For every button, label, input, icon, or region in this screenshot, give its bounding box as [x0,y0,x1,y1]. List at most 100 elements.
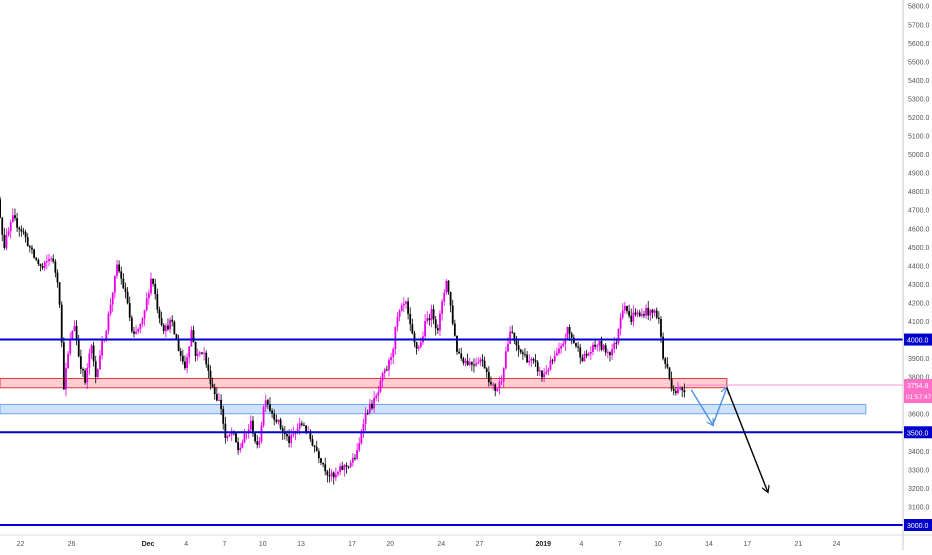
candle-body-296 [617,328,620,343]
candle-body-285 [594,344,596,347]
level-tag-3000.0: 3000.0 [904,519,932,531]
candle-body-225 [466,360,469,365]
candle-body-111 [224,423,227,438]
candle-body-132 [269,404,271,411]
candle-body-299 [623,305,626,311]
candle-body-163 [334,474,337,478]
candle-body-96 [192,330,195,343]
candle-body-203 [419,342,422,347]
y-tick-label: 4200.0 [908,300,930,307]
candle-body-288 [600,340,603,350]
candle-body-49 [92,345,95,362]
candle-body-229 [475,363,477,366]
candle-body-189 [390,357,392,360]
level-tag-4000.0: 4000.0 [904,333,932,346]
candle-body-162 [332,472,335,478]
candle-body-174 [358,443,361,451]
candle-body-82 [162,325,165,332]
candle-body-154 [315,446,318,452]
candle-body-287 [598,340,601,346]
candle-body-5 [0,199,1,218]
candle-body-316 [660,318,662,337]
candle-body-289 [602,345,605,350]
candle-body-94 [188,346,191,358]
candle-body-23 [37,259,40,265]
candle-body-255 [530,359,533,361]
candle-body-191 [394,326,397,350]
candle-body-31 [54,261,57,273]
time-axis[interactable]: 22 26 Dec 4 7 10 13 17 20 24 27 2019 4 7 10 14 17 21 24 [17,541,841,548]
y-tick-label: 3400.0 [908,449,930,456]
candle-body-314 [655,310,658,318]
x-tick-label: 2019 [535,541,551,548]
candle-body-128 [260,425,263,442]
candle-body-247 [513,332,516,341]
y-tick-label: 5000.0 [908,152,930,159]
candle-body-179 [368,403,371,413]
candle-body-230 [477,362,480,364]
candle-body-73 [143,310,146,319]
candle-body-81 [160,318,163,326]
candle-body-41 [75,325,78,340]
current-price-tag: 3754.8 01:57:47 [904,379,932,404]
candle-body-256 [532,359,535,361]
candle-body-116 [235,433,237,443]
candle-body-60 [116,264,118,276]
candle-body-302 [630,315,633,322]
y-tick-label: 3200.0 [908,486,930,493]
candle-body-240 [498,381,501,389]
candle-body-76 [150,278,152,294]
candle-body-195 [402,303,405,306]
candle-body-185 [381,373,384,381]
current-price-label: 3754.8 [907,383,929,390]
candle-body-142 [290,434,293,443]
candle-body-263 [547,369,550,372]
candle-body-264 [549,360,552,370]
x-tick-label: 13 [297,541,305,548]
price-axis[interactable]: 3100.03200.03300.03400.03600.03700.03800… [908,4,930,512]
x-tick-label: 21 [794,541,802,548]
candle-body-276 [575,343,577,347]
candle-body-65 [126,291,129,304]
candle-body-124 [252,420,254,434]
candle-body-69 [135,331,137,334]
y-tick-label: 5800.0 [908,4,930,11]
y-tick-label: 4500.0 [908,245,930,252]
candle-body-57 [109,304,112,314]
candle-body-6 [1,217,4,235]
candle-body-194 [400,305,403,311]
candle-body-166 [341,466,344,470]
candle-body-21 [33,249,35,258]
candle-body-219 [453,323,456,336]
candle-body-286 [596,345,599,347]
candle-body-228 [473,364,475,366]
y-tick-label: 5100.0 [908,134,930,141]
candle-body-239 [496,388,499,391]
candles-layer [0,196,686,485]
candle-body-36 [65,368,67,390]
candle-body-119 [241,442,244,448]
candle-body-68 [133,331,135,334]
y-tick-label: 3900.0 [908,356,930,363]
candle-body-137 [279,419,282,429]
candle-body-143 [292,433,295,435]
candle-body-279 [581,357,584,362]
candle-body-260 [541,370,543,378]
candle-body-70 [137,328,140,332]
candle-body-257 [534,360,537,363]
candle-body-156 [320,458,322,463]
candle-body-125 [254,433,256,442]
candle-body-182 [375,395,378,399]
y-tick-label: 3300.0 [908,467,930,474]
candle-body-209 [432,309,435,320]
y-tick-label: 5700.0 [908,22,930,29]
candle-body-48 [90,345,93,354]
level-tag-box [904,426,932,439]
candle-body-271 [564,338,567,344]
candle-body-26 [43,262,46,268]
candle-body-237 [492,384,494,386]
candle-body-114 [230,432,233,435]
x-tick-label: 4 [580,541,584,548]
candle-body-270 [562,343,565,346]
candle-body-298 [621,310,624,318]
